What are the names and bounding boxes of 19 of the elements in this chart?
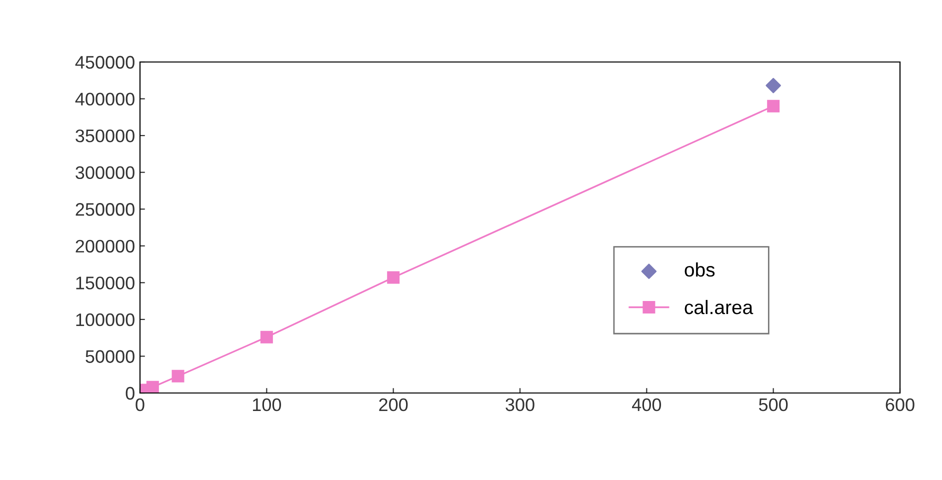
y-tick-label: 0 (126, 386, 134, 400)
x-tick-label: 0 (136, 398, 144, 412)
x-tick-label: 200 (379, 398, 408, 412)
legend-label: cal.area (684, 300, 754, 314)
y-tick-label: 200000 (76, 240, 134, 253)
y-tick-label: 150000 (76, 276, 134, 290)
x-tick-label: 400 (632, 398, 662, 412)
x-tick-label: 100 (252, 398, 282, 412)
x-tick-label: 300 (506, 398, 534, 412)
y-tick-label: 450000 (75, 56, 134, 69)
x-tick-label: 600 (886, 398, 914, 412)
y-tick-label: 100000 (76, 313, 134, 326)
y-tick-label: 250000 (76, 203, 134, 216)
y-tick-label: 350000 (76, 129, 134, 142)
legend-label: obs (684, 262, 715, 277)
y-tick-label: 400000 (75, 92, 134, 106)
y-tick-label: 50000 (86, 350, 134, 363)
x-tick-label: 500 (758, 398, 788, 412)
y-tick-label: 300000 (76, 166, 134, 180)
